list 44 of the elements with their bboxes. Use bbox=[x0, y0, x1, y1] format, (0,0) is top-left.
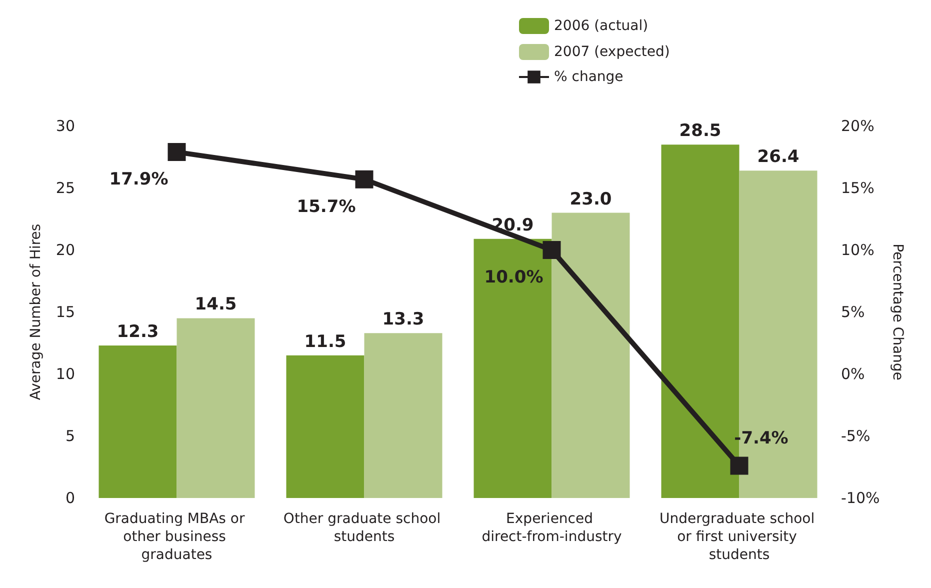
data-label: 15.7% bbox=[296, 196, 356, 217]
data-label: 14.5 bbox=[194, 294, 237, 315]
y2-axis-title: Percentage Change bbox=[890, 244, 906, 380]
y-axis-title: Average Number of Hires bbox=[28, 224, 44, 400]
legend-label: % change bbox=[554, 69, 624, 85]
point bbox=[542, 241, 561, 259]
y2-tick-label: 15% bbox=[841, 179, 874, 197]
x-tick-label: Undergraduate school or first university students bbox=[659, 511, 820, 563]
y-tick-label: 0 bbox=[65, 489, 75, 507]
data-label: 12.3 bbox=[116, 322, 159, 342]
point bbox=[355, 170, 374, 188]
y-tick-label: 25 bbox=[56, 179, 75, 197]
bar bbox=[98, 345, 177, 498]
y-tick-label: 5 bbox=[65, 427, 75, 445]
point bbox=[730, 456, 748, 475]
y2-tick-label: 5% bbox=[841, 303, 865, 321]
data-label: 13.3 bbox=[382, 310, 424, 330]
bar bbox=[176, 318, 255, 498]
data-label: 26.4 bbox=[757, 147, 800, 168]
y-tick-label: 10 bbox=[56, 365, 75, 383]
data-label: 11.5 bbox=[304, 332, 346, 352]
point bbox=[168, 143, 186, 162]
bar bbox=[474, 238, 552, 498]
data-label: 10.0% bbox=[484, 268, 544, 288]
y-tick-label: 15 bbox=[56, 303, 75, 321]
legend-label: 2006 (actual) bbox=[554, 18, 648, 34]
y2-tick-label: 10% bbox=[841, 241, 874, 259]
y2-tick-label: 0% bbox=[841, 365, 865, 383]
y-tick-label: 20 bbox=[56, 241, 75, 259]
x-tick-label: Other graduate school students bbox=[283, 511, 446, 545]
x-tick-label: Experienced direct-from-industry bbox=[482, 511, 622, 545]
data-label: -7.4% bbox=[734, 428, 788, 448]
bar bbox=[364, 333, 442, 498]
data-label: 17.9% bbox=[109, 170, 168, 190]
bar bbox=[552, 212, 630, 498]
y-tick-label: 30 bbox=[56, 117, 75, 135]
y2-tick-label: 20% bbox=[841, 117, 874, 135]
data-label: 23.0 bbox=[570, 189, 612, 210]
bar bbox=[286, 355, 364, 498]
x-tick-label: Graduating MBAs or other business graduates bbox=[104, 511, 250, 563]
legend-label: 2007 (expected) bbox=[554, 44, 670, 60]
data-label: 28.5 bbox=[679, 121, 722, 142]
y2-tick-label: -10% bbox=[841, 489, 880, 507]
y2-tick-label: -5% bbox=[841, 427, 870, 445]
